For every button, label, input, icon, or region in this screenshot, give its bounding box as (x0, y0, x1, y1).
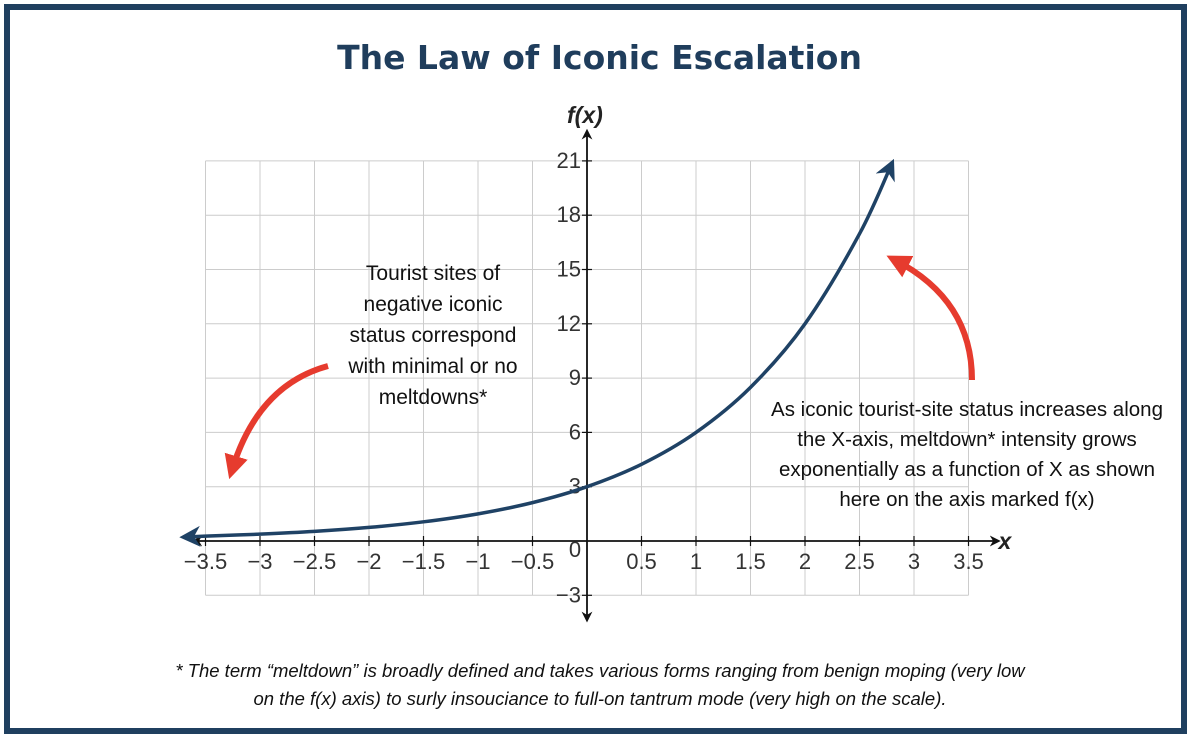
y-tick-label: 9 (569, 365, 581, 390)
x-tick-label: −1.5 (402, 549, 445, 574)
x-tick-label: 1 (690, 549, 702, 574)
x-tick-label: −2.5 (293, 549, 336, 574)
y-tick-label: 3 (569, 474, 581, 499)
y-tick-label: 21 (557, 148, 581, 173)
x-tick-label: 3 (908, 549, 920, 574)
x-tick-label: 3.5 (953, 549, 984, 574)
x-tick-label: −3 (247, 549, 272, 574)
footnote: * The term “meltdown” is broadly defined… (60, 657, 1140, 713)
x-tick-label: 1.5 (735, 549, 766, 574)
red-arrow-right (886, 255, 975, 381)
red-arrow-left (224, 363, 329, 480)
x-tick-label: −1 (465, 549, 490, 574)
y-tick-label: 15 (557, 257, 581, 282)
x-tick-label: −3.5 (184, 549, 227, 574)
x-tick-label: 2.5 (844, 549, 875, 574)
chart-title: The Law of Iconic Escalation (337, 38, 862, 77)
left-annotation: Tourist sites of negative iconic status … (348, 262, 518, 409)
y-tick-label: 12 (557, 311, 581, 336)
y-tick-label: 6 (569, 419, 581, 444)
right-annotation: As iconic tourist-site status increases … (771, 398, 1163, 511)
x-tick-label: 0.5 (626, 549, 657, 574)
y-tick-label: 18 (557, 202, 581, 227)
exponential-curve (179, 158, 895, 547)
x-tick-label: −2 (356, 549, 381, 574)
footnote-line-1: * The term “meltdown” is broadly defined… (175, 660, 1025, 681)
y-axis-label: f(x) (567, 102, 603, 128)
x-tick-label: −0.5 (511, 549, 554, 574)
x-tick-label: 2 (799, 549, 811, 574)
footnote-line-2: on the f(x) axis) to surly insouciance t… (253, 688, 947, 709)
y-tick-label: −3 (556, 582, 581, 607)
x-axis-label: x (997, 528, 1013, 554)
x-tick-label: 0 (569, 537, 581, 562)
